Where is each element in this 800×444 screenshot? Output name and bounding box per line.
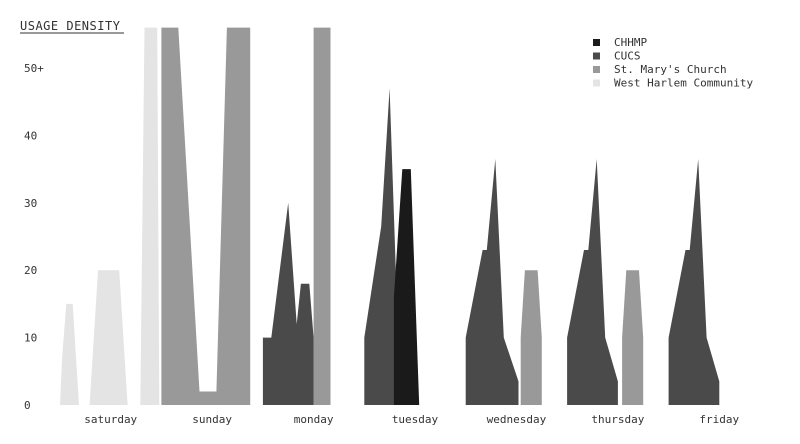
area-west-harlem-community-2	[140, 27, 160, 405]
legend-label: West Harlem Community	[614, 77, 753, 90]
area-cucs-1	[364, 88, 411, 405]
legend-label: CUCS	[614, 50, 641, 63]
legend-swatch	[593, 79, 600, 87]
x-tick-label: saturday	[84, 413, 137, 426]
area-west-harlem-community-1	[89, 270, 128, 405]
area-chhmp-0	[393, 169, 420, 405]
legend-swatch	[593, 39, 600, 46]
area-cucs-2	[465, 159, 519, 405]
area-west-harlem-community-0	[60, 303, 79, 405]
x-tick-label: wednesday	[487, 413, 547, 426]
x-tick-label: tuesday	[392, 413, 439, 426]
area-st-mary-s-church-1	[313, 27, 331, 405]
legend-swatch	[593, 52, 600, 60]
x-tick-label: sunday	[192, 413, 232, 426]
area-cucs-0	[262, 202, 314, 405]
y-tick-label: 20	[24, 264, 37, 277]
area-st-mary-s-church-2	[520, 270, 542, 405]
legend-label: CHHMP	[614, 36, 647, 49]
y-tick-label: 40	[24, 129, 37, 142]
area-st-mary-s-church-3	[622, 270, 644, 405]
y-tick-label: 10	[24, 332, 37, 345]
legend-swatch	[593, 66, 600, 73]
chart-title-group: USAGE DENSITY	[20, 19, 124, 34]
y-axis: 0 10 20 30 40 50+	[24, 62, 44, 412]
area-cucs-4	[668, 159, 720, 405]
area-cucs-3	[567, 159, 618, 405]
legend-label: St. Mary's Church	[614, 63, 727, 76]
x-tick-label: monday	[294, 413, 334, 426]
x-tick-label: thursday	[591, 413, 644, 426]
y-tick-label: 50+	[24, 62, 44, 75]
y-tick-label: 0	[24, 399, 31, 412]
chart-title: USAGE DENSITY	[20, 19, 121, 33]
x-axis: saturday sunday monday tuesday wednesday thur…	[84, 413, 739, 426]
y-tick-label: 30	[24, 197, 37, 210]
x-tick-label: friday	[699, 413, 739, 426]
area-st-mary-s-church-0	[161, 27, 251, 405]
chart-areas	[60, 27, 720, 405]
